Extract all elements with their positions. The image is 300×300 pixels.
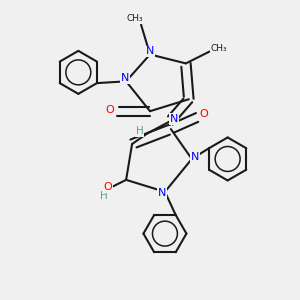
Text: O: O xyxy=(200,109,208,119)
Text: O: O xyxy=(103,182,112,192)
Text: N: N xyxy=(170,114,178,124)
Text: N: N xyxy=(158,188,166,198)
Text: H: H xyxy=(100,191,107,201)
Text: O: O xyxy=(105,105,114,115)
Text: CH₃: CH₃ xyxy=(210,44,227,53)
Text: CH₃: CH₃ xyxy=(127,14,143,23)
Text: N: N xyxy=(120,73,129,83)
Text: N: N xyxy=(191,152,200,163)
Text: H: H xyxy=(136,126,143,136)
Text: N: N xyxy=(146,46,154,56)
